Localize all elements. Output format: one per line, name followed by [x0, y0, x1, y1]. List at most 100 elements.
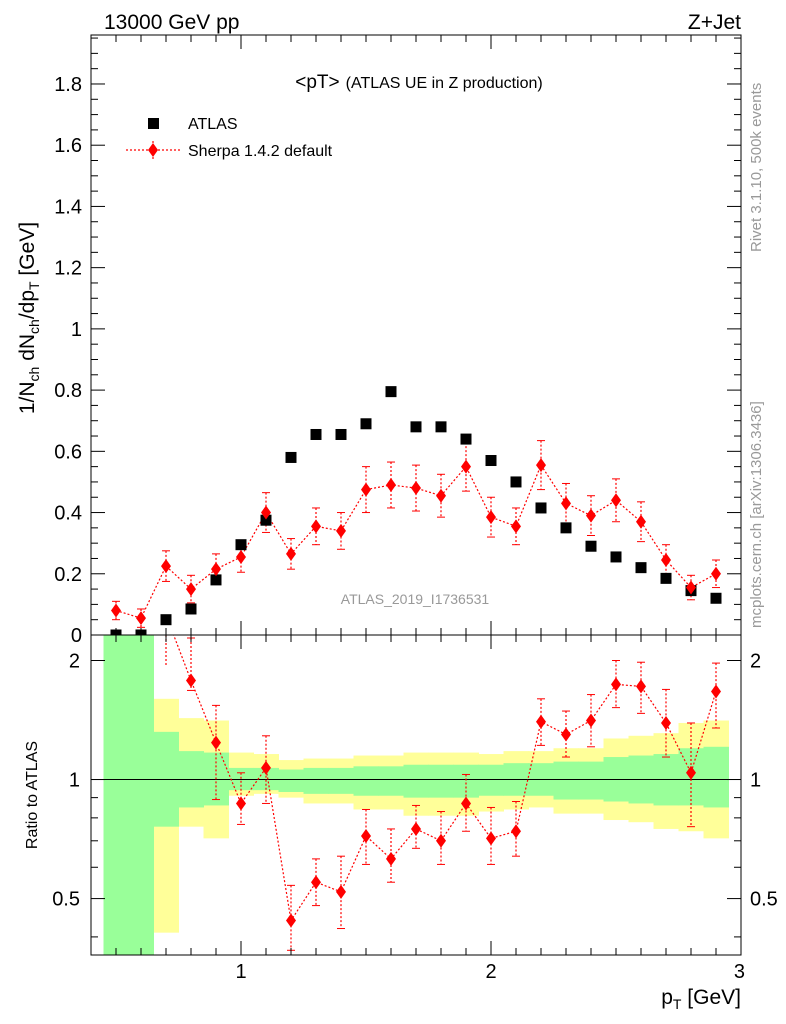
main-ytick-label: 1.8	[54, 74, 82, 96]
sherpa-point	[561, 496, 571, 511]
main-ytick-label: 0.4	[54, 503, 82, 525]
ratio-ytick-label: 0.5	[52, 889, 80, 911]
main-ytick-label: 0.6	[54, 441, 82, 463]
main-ytick-label: 0	[71, 625, 82, 647]
ratio-ytick-label-right: 1	[750, 770, 761, 792]
analysis-watermark: ATLAS_2019_I1736531	[341, 591, 490, 607]
main-ytick-label: 0.2	[54, 564, 82, 586]
main-plot: 0 0.2 0.4 0.6 0.8 1 1.2 1.4 1.6 1.8 <pT> (ATLAS UE…	[16, 34, 742, 647]
ratio-band-green	[303, 767, 329, 794]
sherpa-point	[386, 478, 396, 492]
legend-atlas-label: ATLAS	[188, 116, 238, 133]
atlas-point	[410, 421, 422, 433]
main-ytick-label: 1.2	[54, 258, 82, 280]
main-ytick-label: 1.4	[54, 196, 82, 218]
atlas-point	[310, 428, 322, 440]
atlas-point	[560, 522, 572, 534]
ratio-sherpa-point	[236, 796, 246, 811]
legend: ATLAS Sherpa 1.4.2 default	[126, 116, 333, 160]
main-ytick-label: 1.6	[54, 135, 82, 157]
atlas-point	[535, 502, 547, 514]
ratio-band-green	[328, 767, 354, 794]
sherpa-point	[236, 549, 246, 564]
atlas-point	[585, 540, 597, 552]
ratio-sherpa-point	[561, 727, 571, 742]
ratio-band-green	[453, 764, 479, 798]
legend-sherpa-label: Sherpa 1.4.2 default	[188, 143, 333, 160]
ratio-band-green	[428, 764, 454, 798]
ratio-series-layer	[165, 635, 721, 951]
ratio-sherpa-point	[661, 715, 671, 730]
legend-atlas-marker	[148, 118, 159, 129]
ratio-sherpa-point	[461, 796, 471, 811]
ratio-band-green	[578, 761, 604, 800]
ratio-sherpa-point	[311, 875, 321, 890]
main-ytick-label: 0.8	[54, 380, 82, 402]
ratio-band-green	[128, 635, 154, 955]
plot-title-main: <pT>	[295, 72, 339, 93]
ratio-sherpa-point	[361, 828, 371, 843]
ratio-xtick-label: 1	[235, 961, 246, 983]
sherpa-point	[161, 559, 171, 574]
sherpa-point	[661, 553, 671, 567]
ratio-sherpa-point	[186, 673, 196, 688]
ratio-sherpa-point	[486, 831, 496, 846]
sherpa-point	[336, 523, 346, 538]
ratio-sherpa-point	[436, 833, 446, 848]
main-ytick-label: 1	[71, 319, 82, 341]
sherpa-point	[186, 582, 196, 597]
atlas-point	[235, 539, 247, 551]
rivet-label: Rivet 3.1.10, 500k events	[748, 83, 765, 252]
main-ylabel: 1/Nch dNch/dpT [GeV]	[16, 222, 42, 414]
ratio-ytick-label-right: 0.5	[750, 889, 778, 911]
mcplots-label: mcplots.cern.ch [arXiv:1306.3436]	[748, 401, 765, 628]
ratio-tick-labels: 0.5 0.5 1 1 2 2 1 2 3	[52, 650, 778, 983]
ratio-band-green	[403, 764, 429, 798]
sherpa-point	[436, 488, 446, 503]
sherpa-point	[361, 482, 371, 497]
ratio-band-green	[103, 635, 129, 955]
sherpa-point	[486, 510, 496, 525]
atlas-point	[485, 455, 497, 467]
atlas-point	[210, 574, 222, 586]
ratio-bands	[103, 635, 729, 955]
ratio-sherpa-point	[336, 884, 346, 899]
ratio-ytick-label-right: 2	[750, 650, 761, 672]
sherpa-point	[111, 603, 121, 618]
ratio-ytick-label: 2	[69, 650, 80, 672]
ratio-ticks	[91, 635, 741, 955]
ratio-band-green	[378, 766, 404, 796]
sherpa-point	[286, 546, 296, 561]
ratio-sherpa-point	[536, 714, 546, 729]
atlas-point	[460, 433, 472, 445]
atlas-point	[435, 421, 447, 433]
plot-title: <pT> (ATLAS UE in Z production)	[295, 72, 542, 93]
ratio-sherpa-point	[511, 824, 521, 839]
sherpa-point	[586, 508, 596, 523]
atlas-point	[510, 476, 522, 488]
ratio-ytick-label: 1	[69, 770, 80, 792]
sherpa-point	[611, 493, 621, 508]
legend-sherpa-marker	[148, 143, 158, 157]
atlas-point	[660, 572, 672, 584]
atlas-point	[360, 418, 372, 430]
ratio-plot: 0.5 0.5 1 1 2 2 1 2 3 Ratio to ATLAS pT [GeV]	[24, 634, 778, 1012]
sherpa-point	[311, 519, 321, 534]
ratio-sherpa-point	[686, 765, 696, 780]
atlas-point	[260, 514, 272, 526]
ratio-band-green	[703, 746, 729, 808]
sherpa-point	[686, 580, 696, 595]
sherpa-point	[536, 458, 546, 473]
ratio-ylabel: Ratio to ATLAS	[24, 741, 41, 849]
header-right: Z+Jet	[688, 11, 741, 34]
atlas-point	[385, 386, 397, 398]
ratio-band-green	[478, 764, 504, 796]
main-ticks	[91, 35, 741, 636]
ratio-sherpa-point	[636, 679, 646, 694]
sherpa-point	[411, 481, 421, 496]
ratio-band-green	[278, 769, 304, 792]
ratio-sherpa-point	[286, 913, 296, 928]
sherpa-point	[711, 566, 721, 581]
atlas-point	[160, 614, 172, 626]
